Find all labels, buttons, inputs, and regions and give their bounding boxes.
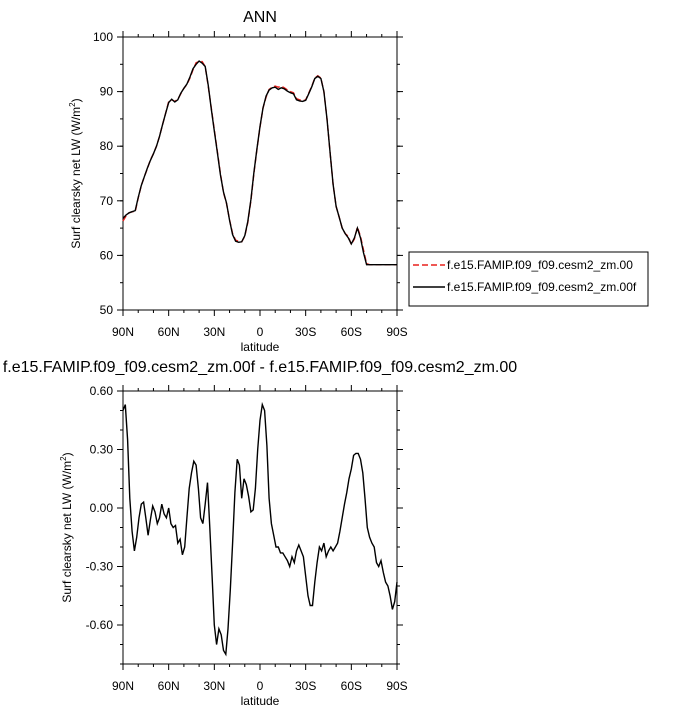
y-axis-label-close: ) bbox=[60, 452, 74, 456]
plot-frame bbox=[122, 36, 398, 311]
x-tick-label: 30S bbox=[295, 679, 316, 693]
legend-label-1: f.e15.FAMIP.f09_f09.cesm2_zm.00f bbox=[447, 280, 637, 294]
x-tick-label: 0 bbox=[257, 325, 264, 339]
y-tick-label: 70 bbox=[100, 194, 114, 208]
series-line-1 bbox=[122, 60, 397, 266]
x-axis-label: latitude bbox=[241, 694, 280, 708]
x-tick-label: 60S bbox=[341, 325, 362, 339]
top-chart: ANN 90N 60N 30N 0 30S 60S 90S 50 60 70 80 90 100 latit… bbox=[68, 9, 408, 354]
y-tick-label: 50 bbox=[100, 303, 114, 317]
y-axis-label-sup: 2 bbox=[59, 456, 68, 461]
x-axis-label: latitude bbox=[241, 340, 280, 354]
y-axis-label: Surf clearsky net LW (W/m2) bbox=[59, 452, 74, 602]
x-tick-label: 30N bbox=[203, 325, 225, 339]
x-tick-label: 0 bbox=[257, 679, 264, 693]
chart-title: ANN bbox=[243, 9, 277, 26]
y-axis-label-sup: 2 bbox=[68, 102, 77, 107]
x-tick-label: 30S bbox=[295, 325, 316, 339]
x-tick-label: 90N bbox=[112, 325, 134, 339]
y-tick-label: 0.30 bbox=[90, 443, 114, 457]
x-tick-label: 90N bbox=[112, 679, 134, 693]
x-tick-label: 60S bbox=[341, 679, 362, 693]
y-tick-label: -0.60 bbox=[86, 618, 114, 632]
y-tick-label: 60 bbox=[100, 248, 114, 262]
x-tick-label: 30N bbox=[203, 679, 225, 693]
y-tick-label: 0.60 bbox=[90, 384, 114, 398]
difference-title: f.e15.FAMIP.f09_f09.cesm2_zm.00f - f.e15… bbox=[3, 359, 517, 376]
plot-frame bbox=[122, 390, 398, 665]
legend-box bbox=[408, 251, 649, 307]
y-axis-label-text: Surf clearsky net LW (W/m bbox=[60, 461, 74, 603]
difference-chart: f.e15.FAMIP.f09_f09.cesm2_zm.00f - f.e15… bbox=[3, 359, 517, 708]
x-tick-label: 90S bbox=[386, 679, 407, 693]
x-tick-label: 90S bbox=[386, 325, 407, 339]
x-tick-label: 60N bbox=[158, 679, 180, 693]
x-tick-label: 60N bbox=[158, 325, 180, 339]
series-line-0 bbox=[122, 401, 398, 657]
y-axis-label-text: Surf clearsky net LW (W/m bbox=[69, 107, 83, 249]
y-tick-label: 80 bbox=[100, 139, 114, 153]
y-tick-label: 0.00 bbox=[90, 501, 114, 515]
y-tick-label: 100 bbox=[93, 30, 113, 44]
legend-label-0: f.e15.FAMIP.f09_f09.cesm2_zm.00 bbox=[447, 258, 633, 272]
y-tick-label: -0.30 bbox=[86, 560, 114, 574]
legend: f.e15.FAMIP.f09_f09.cesm2_zm.00 f.e15.FAM… bbox=[408, 251, 649, 307]
y-tick-label: 90 bbox=[100, 85, 114, 99]
y-axis-label: Surf clearsky net LW (W/m2) bbox=[68, 98, 83, 248]
y-axis-label-close: ) bbox=[69, 98, 83, 102]
